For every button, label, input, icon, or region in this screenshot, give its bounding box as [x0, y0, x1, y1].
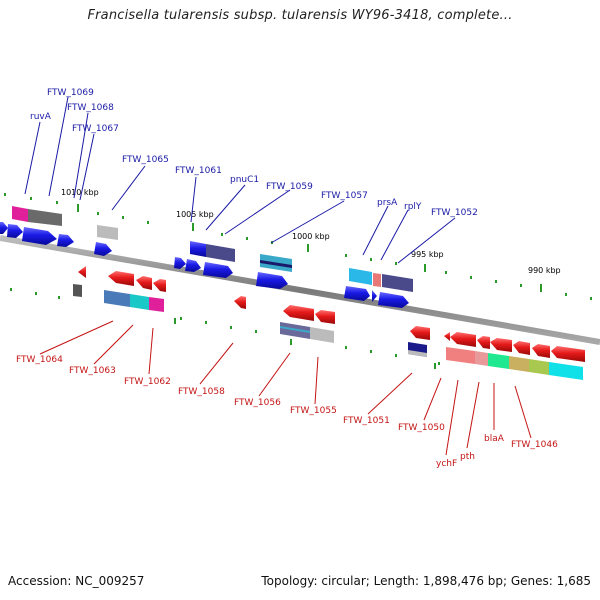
gene-arrow	[190, 241, 206, 257]
gene-box	[28, 209, 62, 226]
gene-box	[488, 353, 509, 369]
gene-arrow	[185, 259, 201, 272]
gene-label: blaA	[484, 434, 505, 444]
scale-label: 1010 kbp	[61, 188, 99, 197]
gene-box	[73, 284, 82, 297]
gene-arrow	[234, 296, 246, 309]
forward-strand-features	[0, 222, 409, 308]
gene-label: FTW_1069	[47, 88, 94, 98]
reverse-strand-boxes	[73, 284, 583, 380]
gene-label: FTW_1055	[290, 406, 337, 416]
map-title: Francisella tularensis subsp. tularensis…	[87, 8, 513, 23]
gene-label: FTW_1058	[178, 387, 225, 397]
accession-label: Accession: NC_009257	[8, 574, 145, 588]
gene-arrow	[174, 257, 186, 269]
gene-arrow	[108, 271, 134, 286]
gene-box	[549, 362, 583, 380]
gene-label: ruvA	[30, 112, 52, 122]
bottom-leader-lines	[39, 320, 532, 456]
forward-strand-boxes	[12, 206, 413, 292]
gene-box	[12, 206, 28, 222]
gene-label: pth	[460, 452, 475, 462]
scale-label: 995 kbp	[411, 250, 444, 259]
gene-arrow	[256, 272, 288, 289]
ruler-major-ticks	[77, 204, 542, 369]
genome-backbone	[0, 235, 600, 345]
gene-box	[130, 294, 149, 310]
gene-label: FTW_1067	[72, 124, 119, 134]
scale-label: 990 kbp	[528, 266, 561, 275]
gene-arrow	[410, 326, 430, 340]
gene-box	[97, 225, 118, 240]
gene-arrow	[532, 344, 550, 358]
gene-arrow	[0, 222, 8, 234]
gene-label: FTW_1062	[124, 377, 171, 387]
ruler-track-bottom	[10, 288, 440, 365]
gene-label: ychF	[436, 459, 457, 469]
gene-label: pnuC1	[230, 175, 259, 185]
gene-box	[529, 359, 549, 375]
gene-label: FTW_1051	[343, 416, 390, 426]
gene-box	[509, 356, 529, 372]
gene-arrow	[22, 227, 57, 245]
gene-arrow	[378, 292, 409, 308]
gene-arrow	[57, 234, 74, 247]
gene-box	[349, 268, 372, 285]
gene-label: FTW_1061	[175, 166, 222, 176]
gene-label: FTW_1050	[398, 423, 445, 433]
gene-box	[446, 347, 475, 364]
gene-label: FTW_1065	[122, 155, 169, 165]
gene-arrow	[551, 346, 585, 362]
gene-arrow	[450, 332, 476, 347]
gene-box	[408, 350, 427, 357]
gene-box	[280, 326, 310, 333]
gene-box	[373, 273, 381, 287]
gene-arrow	[78, 266, 86, 278]
scale-label: 1005 kbp	[176, 210, 214, 219]
gene-box	[260, 260, 292, 268]
gene-label: rplY	[404, 202, 422, 212]
gene-arrow	[283, 305, 314, 321]
gene-arrow	[372, 290, 377, 302]
gene-arrow	[477, 336, 490, 349]
gene-arrow	[7, 224, 23, 238]
gene-arrow	[513, 341, 530, 355]
gene-arrow	[153, 279, 166, 292]
ruler-track-top	[4, 193, 592, 300]
gene-label: FTW_1046	[511, 440, 558, 450]
gene-arrow	[136, 276, 152, 290]
gene-box	[104, 290, 130, 307]
reverse-strand-features	[78, 266, 585, 362]
gene-arrow	[203, 262, 233, 278]
gene-label: FTW_1052	[431, 208, 478, 218]
gene-arrow	[315, 310, 335, 324]
gene-box	[382, 274, 413, 292]
gene-label: prsA	[377, 198, 398, 208]
gene-box	[149, 297, 164, 312]
genome-stats-label: Topology: circular; Length: 1,898,476 bp…	[261, 574, 591, 588]
gene-label: FTW_1059	[266, 182, 313, 192]
gene-arrow	[490, 338, 512, 352]
gene-arrow	[344, 286, 370, 301]
gene-label: FTW_1063	[69, 366, 116, 376]
top-leader-lines	[24, 96, 456, 264]
gene-box	[310, 327, 334, 343]
gene-box	[206, 244, 235, 262]
scale-label: 1000 kbp	[292, 232, 330, 241]
gene-box	[475, 351, 488, 366]
gene-label: FTW_1068	[67, 103, 114, 113]
gene-arrow	[444, 332, 450, 341]
gene-label: FTW_1056	[234, 398, 281, 408]
gene-label: FTW_1057	[321, 191, 368, 201]
gene-label: FTW_1064	[16, 355, 63, 365]
gene-arrow	[94, 242, 112, 256]
